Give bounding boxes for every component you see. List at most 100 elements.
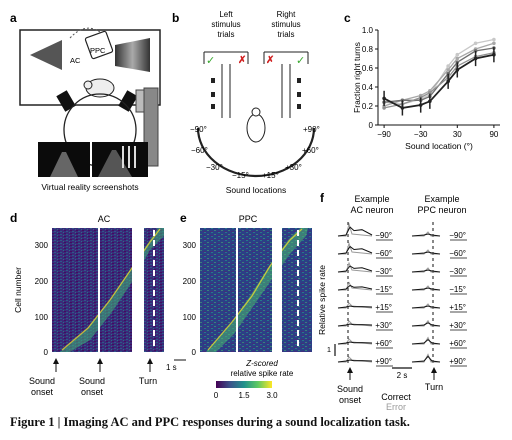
c-series-line — [383, 52, 495, 109]
ac-label: AC — [70, 56, 81, 65]
loc-m90: −90° — [190, 125, 207, 134]
c-ytick-label: 0.8 — [362, 45, 374, 54]
left-title-line1: Left — [219, 10, 233, 19]
f-ppc-trace-correct — [411, 338, 441, 345]
f-row-label-ppc: −30° — [449, 267, 466, 276]
event-labels: Sound onset Sound onset Turn — [29, 358, 157, 397]
microscope-objective — [84, 30, 114, 60]
panel-f-letter: f — [320, 191, 325, 205]
f-row-label-ac: +60° — [375, 339, 392, 348]
vr-screen-frame — [19, 29, 161, 106]
f-row-label-ppc: −90° — [449, 231, 466, 240]
f-ppc-trace-correct — [411, 287, 441, 291]
sound-onset-1-line1: Sound — [29, 376, 55, 386]
f-ppc-trace-error — [412, 231, 440, 237]
c-data-point — [446, 64, 450, 68]
vr-wall-right — [115, 38, 150, 72]
f-row-label-ac: −90° — [375, 231, 392, 240]
f-row-label-ac: +15° — [375, 303, 392, 312]
d-ytick-300: 300 — [35, 241, 49, 250]
f-ppc-trace-error — [412, 319, 440, 327]
loc-m60: −60° — [191, 146, 208, 155]
c-ylabel: Fraction right turns — [352, 42, 362, 113]
f-row-label-ppc: −15° — [449, 285, 466, 294]
chart-c: 0 0.2 0.4 0.6 0.8 1.0 −90 −30 30 90 Sound location… — [352, 26, 500, 151]
vr-wall-left — [30, 40, 62, 70]
right-title-line3: trials — [278, 30, 295, 39]
panel-d: d AC Cell number 0 100 200 300 1 s — [10, 211, 186, 372]
speaker-icons-right — [297, 78, 301, 109]
d-ytick-100: 100 — [35, 313, 49, 322]
c-xtick-label: −90 — [377, 130, 391, 139]
panel-d-title: AC — [98, 214, 111, 224]
panel-e-title: PPC — [239, 214, 258, 224]
mouse-topview — [246, 113, 266, 143]
e-ytick-300: 300 — [183, 241, 197, 250]
f-legend-correct: Correct — [381, 392, 411, 402]
focus-arrow — [69, 27, 101, 39]
loc-p60: +60° — [302, 146, 319, 155]
c-data-point — [382, 106, 386, 110]
right-maze — [263, 51, 309, 118]
f-ppc-trace-error — [412, 249, 440, 255]
f-row-label-ppc: +60° — [449, 339, 466, 348]
f-ac-trace-correct — [337, 284, 373, 291]
c-ytick-label: 0.2 — [362, 102, 374, 111]
f-col2-title-2: PPC neuron — [417, 205, 466, 215]
f-ppc-trace-error — [412, 303, 440, 309]
f-ac-trace-correct — [337, 245, 373, 255]
c-xtick-label: −30 — [414, 130, 428, 139]
f-ac-trace-error — [338, 261, 373, 273]
panel-d-letter: d — [10, 211, 17, 225]
f-ac-trace-correct — [337, 226, 373, 237]
left-maze — [203, 51, 249, 118]
arrow-sound-onset-1 — [53, 358, 59, 364]
loc-p30: +30° — [285, 163, 302, 172]
loc-p15: +15° — [262, 171, 279, 180]
speaker-left — [56, 90, 76, 112]
e-ytick-200: 200 — [183, 277, 197, 286]
arrow-turn — [147, 358, 153, 364]
colorbar-tick-2: 3.0 — [266, 391, 278, 400]
f-row-label-ac: +30° — [375, 321, 392, 330]
c-series-line — [383, 53, 495, 109]
f-ac-trace-correct — [337, 265, 373, 273]
f-col1-title-2: AC neuron — [350, 205, 393, 215]
f-ppc-trace-correct — [411, 251, 441, 255]
speaker-icons-left — [211, 78, 215, 109]
f-row-label-ac: −60° — [375, 249, 392, 258]
c-data-point — [492, 41, 496, 46]
c-ytick-label: 1.0 — [362, 26, 374, 35]
f-ppc-trace-correct — [411, 233, 441, 237]
f-row-label-ppc: +30° — [449, 321, 466, 330]
f-row-label-ppc: +90° — [449, 357, 466, 366]
c-series-line — [384, 38, 495, 105]
panel-e-letter: e — [180, 211, 187, 225]
f-ylabel: Relative spike rate — [317, 265, 327, 335]
f-col1-title-1: Example — [354, 194, 389, 204]
f-scale-y-label: 1 — [327, 345, 331, 354]
ac-gap — [132, 228, 144, 352]
c-data-point — [492, 37, 496, 42]
panel-a-letter: a — [10, 11, 17, 25]
c-data-point — [455, 52, 460, 57]
ppc-onset2-line — [236, 228, 238, 352]
f-ppc-trace-correct — [411, 355, 441, 363]
colorbar-tick-0: 0 — [214, 391, 219, 400]
panel-b: b Left stimulus trials Right stimulus tr… — [172, 10, 320, 195]
ppc-heatmap-band — [206, 228, 308, 352]
f-row-label-ac: −30° — [375, 267, 392, 276]
f-ac-trace-correct — [337, 359, 373, 363]
figure-caption-text: Figure 1 | Imaging AC and PPC responses … — [10, 415, 410, 429]
f-ppc-trace-error — [412, 267, 440, 273]
f-turn-label: Turn — [425, 382, 443, 392]
f-ppc-trace-correct — [411, 322, 441, 327]
left-check-icon: ✓ — [206, 55, 215, 67]
f-ac-trace-correct — [337, 341, 373, 345]
e-ytick-100: 100 — [183, 313, 197, 322]
d-ytick-0: 0 — [44, 348, 49, 357]
sound-location-arc — [196, 127, 316, 178]
f-arrow-turn — [431, 367, 437, 373]
f-ppc-trace-correct — [411, 305, 441, 309]
